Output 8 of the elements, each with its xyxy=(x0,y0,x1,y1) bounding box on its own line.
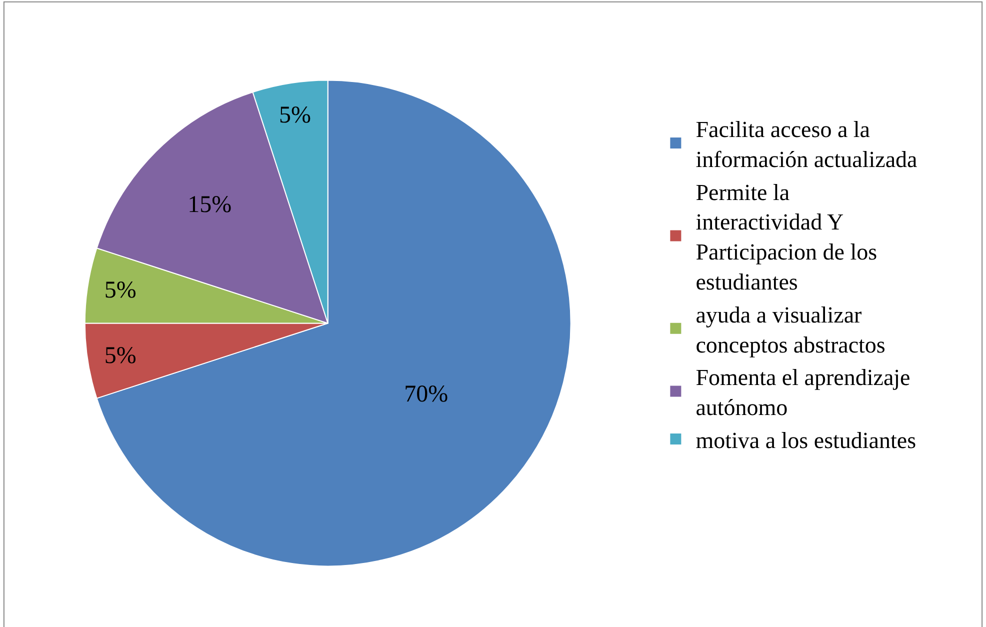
legend-label: ayuda a visualizar conceptos abstractos xyxy=(696,302,886,358)
data-label: 70% xyxy=(404,382,448,408)
data-label: 5% xyxy=(104,277,136,304)
data-label: 15% xyxy=(188,192,232,218)
data-label: 5% xyxy=(104,343,136,370)
data-label: 5% xyxy=(278,102,311,129)
legend-label: motiva a los estudiantes xyxy=(696,428,916,454)
legend-label: Facilita acceso a la información actualizada xyxy=(696,117,918,172)
